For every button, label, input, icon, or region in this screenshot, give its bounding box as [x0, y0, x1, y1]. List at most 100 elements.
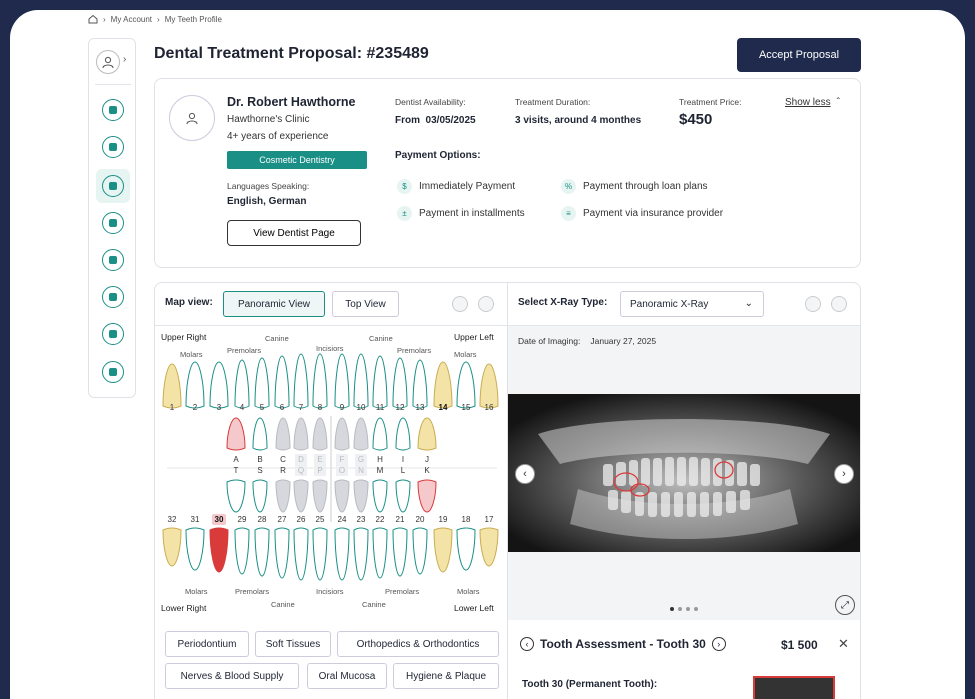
tooth-number-7[interactable]: 7	[299, 403, 304, 412]
tooth-24[interactable]	[334, 527, 350, 581]
tooth-number-1[interactable]: 1	[170, 403, 175, 412]
show-less-toggle[interactable]: Show less ˆ	[785, 97, 840, 108]
xray-prev-button[interactable]: ‹	[515, 464, 535, 484]
tooth-F[interactable]	[334, 417, 350, 451]
sidebar-item-notifications[interactable]	[102, 323, 124, 345]
tooth-H[interactable]	[372, 417, 388, 451]
panoramic-view-button[interactable]: Panoramic View	[223, 291, 325, 317]
tooth-number-3[interactable]: 3	[217, 403, 222, 412]
tooth-number-19[interactable]: 19	[439, 515, 448, 524]
tooth-N[interactable]	[353, 479, 369, 513]
tooth-3[interactable]	[209, 361, 229, 409]
tooth-S[interactable]	[252, 479, 268, 513]
tooth-13[interactable]	[412, 359, 428, 409]
tooth-number-27[interactable]: 27	[278, 515, 287, 524]
tooth-1[interactable]	[162, 363, 182, 409]
tooth-number-18[interactable]: 18	[462, 515, 471, 524]
tooth-J[interactable]	[417, 417, 437, 451]
category-nerves[interactable]: Nerves & Blood Supply	[165, 663, 299, 689]
tooth-K[interactable]	[417, 479, 437, 513]
breadcrumb-my-account[interactable]: My Account	[110, 14, 153, 24]
tooth-number-4[interactable]: 4	[240, 403, 245, 412]
sidebar-item-payments[interactable]	[102, 286, 124, 308]
tooth-number-30[interactable]: 30	[215, 515, 224, 524]
option-circle-button[interactable]	[452, 296, 468, 312]
tooth-letter-A[interactable]: A	[233, 455, 239, 464]
tooth-letter-J[interactable]: J	[425, 455, 429, 464]
chevron-right-icon[interactable]: ›	[123, 54, 127, 65]
payment-option-immediate[interactable]: $ Immediately Payment	[397, 179, 515, 194]
xray-next-button[interactable]: ›	[834, 464, 854, 484]
tooth-number-9[interactable]: 9	[340, 403, 345, 412]
tooth-23[interactable]	[353, 527, 369, 581]
tooth-5[interactable]	[254, 357, 270, 409]
tooth-number-32[interactable]: 32	[168, 515, 177, 524]
payment-option-loan[interactable]: % Payment through loan plans	[561, 179, 708, 194]
tooth-E[interactable]	[312, 417, 328, 451]
tooth-letter-S[interactable]: S	[257, 466, 262, 475]
close-icon[interactable]: ✕	[838, 636, 849, 651]
tooth-number-20[interactable]: 20	[416, 515, 425, 524]
option-circle-button[interactable]	[831, 296, 847, 312]
tooth-number-13[interactable]: 13	[416, 403, 425, 412]
tooth-6[interactable]	[274, 355, 290, 409]
category-periodontium[interactable]: Periodontium	[165, 631, 249, 657]
tooth-number-12[interactable]: 12	[396, 403, 405, 412]
sidebar-item-family[interactable]	[102, 136, 124, 158]
tooth-30[interactable]	[209, 527, 229, 573]
tooth-number-31[interactable]: 31	[191, 515, 200, 524]
chevron-right-icon[interactable]: ›	[711, 637, 726, 651]
tooth-P[interactable]	[312, 479, 328, 513]
tooth-29[interactable]	[234, 527, 250, 575]
tooth-number-29[interactable]: 29	[238, 515, 247, 524]
tooth-number-25[interactable]: 25	[316, 515, 325, 524]
user-icon[interactable]	[96, 50, 120, 74]
tooth-2[interactable]	[185, 361, 205, 409]
sidebar-item-treatments[interactable]	[102, 212, 124, 234]
view-dentist-page-button[interactable]: View Dentist Page	[227, 220, 361, 246]
tooth-15[interactable]	[456, 361, 476, 409]
tooth-B[interactable]	[252, 417, 268, 451]
tooth-16[interactable]	[479, 363, 499, 409]
tooth-letter-B[interactable]: B	[257, 455, 262, 464]
tooth-9[interactable]	[334, 353, 350, 409]
tooth-Q[interactable]	[293, 479, 309, 513]
tooth-4[interactable]	[234, 359, 250, 409]
tooth-O[interactable]	[334, 479, 350, 513]
tooth-18[interactable]	[456, 527, 476, 571]
tooth-number-16[interactable]: 16	[485, 403, 494, 412]
tooth-11[interactable]	[372, 355, 388, 409]
sidebar-item-records[interactable]	[102, 249, 124, 271]
tooth-26[interactable]	[293, 527, 309, 581]
tooth-D[interactable]	[293, 417, 309, 451]
tooth-letter-M[interactable]: M	[377, 466, 384, 475]
breadcrumb-my-teeth-profile[interactable]: My Teeth Profile	[164, 14, 222, 24]
tooth-letter-O[interactable]: O	[339, 466, 345, 475]
tooth-28[interactable]	[254, 527, 270, 577]
tooth-letter-T[interactable]: T	[234, 466, 239, 475]
accept-proposal-button[interactable]: Accept Proposal	[737, 38, 861, 72]
tooth-number-26[interactable]: 26	[297, 515, 306, 524]
tooth-19[interactable]	[433, 527, 453, 573]
sidebar-item-profile[interactable]	[102, 99, 124, 121]
tooth-number-22[interactable]: 22	[376, 515, 385, 524]
tooth-10[interactable]	[353, 353, 369, 409]
tooth-25[interactable]	[312, 527, 328, 581]
tooth-number-28[interactable]: 28	[258, 515, 267, 524]
tooth-letter-P[interactable]: P	[317, 466, 322, 475]
option-circle-button[interactable]	[478, 296, 494, 312]
tooth-number-5[interactable]: 5	[260, 403, 265, 412]
tooth-8[interactable]	[312, 353, 328, 409]
tooth-number-21[interactable]: 21	[396, 515, 405, 524]
tooth-number-14[interactable]: 14	[439, 403, 448, 412]
tooth-letter-E[interactable]: E	[317, 455, 322, 464]
sidebar-item-teeth[interactable]	[102, 175, 124, 197]
tooth-31[interactable]	[185, 527, 205, 571]
payment-option-insurance[interactable]: ≡ Payment via insurance provider	[561, 206, 723, 221]
tooth-A[interactable]	[226, 417, 246, 451]
xray-type-select[interactable]: Panoramic X-Ray ⌄	[620, 291, 764, 317]
tooth-R[interactable]	[275, 479, 291, 513]
category-oral-mucosa[interactable]: Oral Mucosa	[307, 663, 387, 689]
tooth-letter-R[interactable]: R	[280, 466, 286, 475]
tooth-letter-I[interactable]: I	[402, 455, 404, 464]
